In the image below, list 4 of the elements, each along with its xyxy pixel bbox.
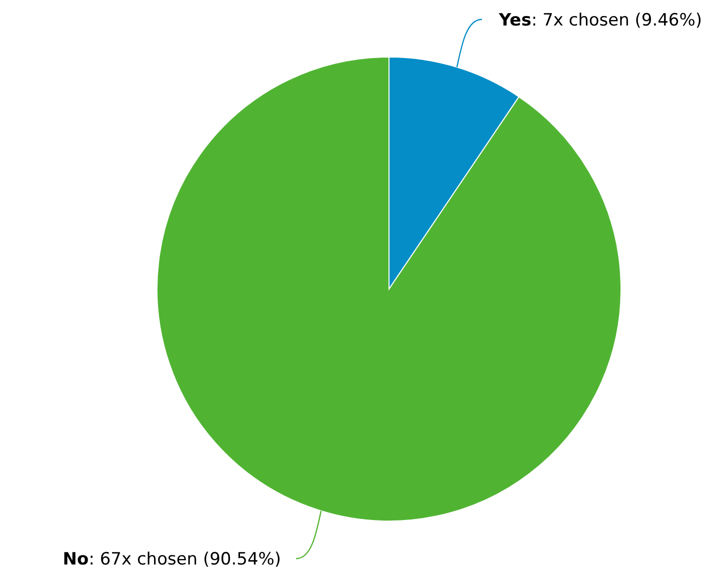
slice-label: No xyxy=(62,550,89,570)
data-label: : 67x chosen (90.54%) xyxy=(88,550,282,570)
data-label: : 7x chosen (9.46%) xyxy=(531,10,702,30)
slice-label: Yes xyxy=(498,10,532,30)
